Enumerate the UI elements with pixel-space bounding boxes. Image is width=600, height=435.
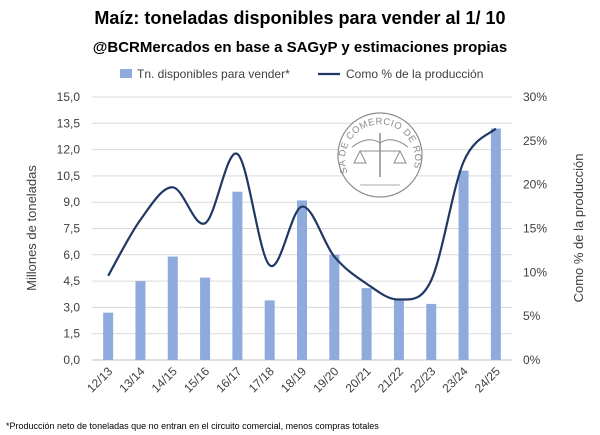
y-tick-label: 15,0 bbox=[57, 90, 81, 104]
bar-19/20 bbox=[329, 254, 340, 360]
y2-tick-label: 5% bbox=[523, 309, 541, 323]
x-tick-label: 18/19 bbox=[278, 364, 309, 395]
y2-tick-label: 25% bbox=[523, 134, 547, 148]
x-tick-label: 13/14 bbox=[116, 364, 147, 395]
x-tick-label: 20/21 bbox=[343, 364, 374, 395]
bar-15/16 bbox=[200, 277, 211, 360]
y2-tick-label: 0% bbox=[523, 353, 541, 367]
y-tick-label: 1,5 bbox=[63, 327, 80, 341]
x-tick-label: 14/15 bbox=[149, 364, 180, 395]
y-tick-label: 0,0 bbox=[63, 353, 80, 367]
x-tick-label: 15/16 bbox=[181, 364, 212, 395]
bar-20/21 bbox=[361, 288, 372, 360]
bar-21/22 bbox=[393, 298, 404, 360]
legend-label-line: Como % de la producción bbox=[346, 67, 483, 81]
chart-subtitle: @BCRMercados en base a SAGyP y estimacio… bbox=[93, 39, 508, 56]
chart-title: Maíz: toneladas disponibles para vender … bbox=[94, 8, 505, 28]
y-tick-label: 3,0 bbox=[63, 300, 80, 314]
y-tick-label: 4,5 bbox=[63, 274, 80, 288]
y-tick-label: 13,5 bbox=[57, 116, 81, 130]
y-axis-title: Millones de toneladas bbox=[24, 165, 39, 291]
x-tick-label: 22/23 bbox=[407, 364, 438, 395]
x-tick-label: 21/22 bbox=[375, 364, 406, 395]
bar-16/17 bbox=[232, 191, 243, 360]
y2-tick-label: 15% bbox=[523, 222, 547, 236]
x-tick-label: 23/24 bbox=[440, 364, 471, 395]
bar-22/23 bbox=[426, 303, 437, 360]
x-tick-label: 12/13 bbox=[84, 364, 115, 395]
x-tick-label: 19/20 bbox=[310, 364, 341, 395]
bar-17/18 bbox=[264, 300, 275, 360]
line-series-percent bbox=[107, 127, 497, 301]
y-tick-label: 10,5 bbox=[57, 169, 81, 183]
bar-18/19 bbox=[297, 200, 307, 360]
wings-icon bbox=[351, 139, 409, 148]
y2-tick-label: 20% bbox=[523, 178, 547, 192]
y2-axis-title: Como % de la producción bbox=[571, 154, 586, 303]
legend-label-bars: Tn. disponibles para vender* bbox=[137, 67, 290, 81]
scales-icon bbox=[353, 149, 407, 164]
y-tick-label: 12,0 bbox=[57, 143, 81, 157]
bar-24/25 bbox=[490, 128, 501, 360]
y2-tick-label: 30% bbox=[523, 90, 547, 104]
y-tick-label: 6,0 bbox=[63, 248, 80, 262]
y-tick-label: 7,5 bbox=[63, 222, 80, 236]
x-tick-label: 17/18 bbox=[246, 364, 277, 395]
y-tick-label: 9,0 bbox=[63, 195, 80, 209]
legend-swatch-bars bbox=[120, 69, 132, 78]
footnote: *Producción neto de toneladas que no ent… bbox=[6, 421, 379, 431]
x-tick-label: 16/17 bbox=[213, 364, 244, 395]
bar-23/24 bbox=[458, 170, 469, 360]
y2-tick-label: 10% bbox=[523, 265, 547, 279]
bar-13/14 bbox=[135, 281, 146, 360]
x-tick-label: 24/25 bbox=[472, 364, 503, 395]
legend: Tn. disponibles para vender* Como % de l… bbox=[120, 67, 483, 81]
bar-14/15 bbox=[167, 256, 178, 360]
bar-12/13 bbox=[103, 312, 114, 360]
